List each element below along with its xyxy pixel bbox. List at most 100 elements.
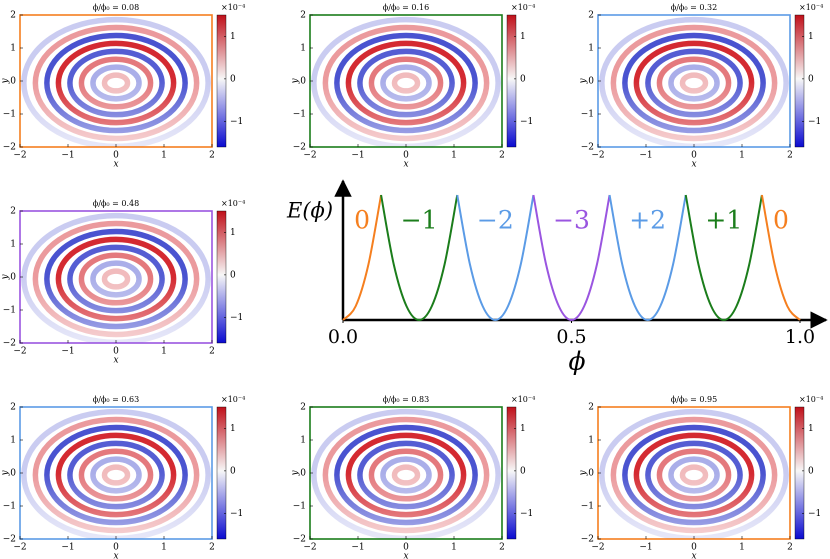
- heatmap-field: [598, 407, 790, 539]
- y-tick-label: −2: [3, 535, 16, 545]
- x-tick-label: 1.0: [785, 326, 815, 348]
- y-axis-label: y: [579, 78, 589, 85]
- x-axis-label: x: [113, 160, 118, 170]
- heatmap-fade: [20, 407, 212, 539]
- y-axis-label: y: [579, 470, 589, 477]
- panel-title: ϕ/ϕ₀ = 0.63: [93, 395, 139, 404]
- heatmap-field: [20, 407, 212, 539]
- x-tick-label: 2: [499, 543, 505, 553]
- heatmap-fade: [310, 407, 502, 539]
- colorbar: [506, 406, 517, 540]
- heatmap-field: [310, 407, 502, 539]
- y-axis-label: y: [1, 470, 11, 477]
- x-tick-label: 0: [113, 543, 119, 553]
- energy-branch: [608, 194, 687, 322]
- colorbar-tick-label: 0: [808, 74, 814, 84]
- energy-branch: [342, 194, 383, 321]
- branch-label: +2: [629, 206, 666, 235]
- y-tick-label: −1: [3, 502, 16, 512]
- heatmap-field: [310, 15, 502, 147]
- colorbar-tick-label: 0: [520, 466, 526, 476]
- y-tick-label: 2: [588, 11, 594, 21]
- y-axis-label: y: [291, 78, 301, 85]
- y-tick-label: −2: [3, 339, 16, 349]
- colorbar: [216, 14, 227, 148]
- x-tick-label: −1: [61, 151, 74, 161]
- x-tick-label: 0: [403, 151, 409, 161]
- x-tick-label: −2: [591, 151, 604, 161]
- colorbar: [794, 14, 805, 148]
- colorbar-tick-label: 1: [808, 424, 814, 434]
- energy-branch: [456, 194, 535, 322]
- y-tick-label: −2: [293, 535, 306, 545]
- branch-label: −1: [401, 206, 438, 235]
- x-tick-label: −1: [639, 543, 652, 553]
- panel-title: ϕ/ϕ₀ = 0.95: [671, 395, 717, 404]
- x-tick-label: 0.5: [556, 326, 586, 348]
- colorbar-multiplier: ×10⁻⁴: [511, 3, 535, 12]
- y-tick-label: 0: [300, 77, 306, 87]
- x-tick-label: −1: [639, 151, 652, 161]
- x-tick-label: −1: [351, 151, 364, 161]
- heatmap-fade: [20, 211, 212, 343]
- x-tick-label: 1: [739, 151, 745, 161]
- y-tick-label: 1: [10, 436, 16, 446]
- y-tick-label: 1: [300, 436, 306, 446]
- y-tick-label: 1: [588, 44, 594, 54]
- x-tick-label: 1: [161, 347, 167, 357]
- x-tick-label: 1: [161, 543, 167, 553]
- x-axis-label: x: [691, 552, 696, 559]
- x-tick-label: 2: [209, 347, 215, 357]
- heatmap-fade: [598, 407, 790, 539]
- y-tick-label: 0: [300, 469, 306, 479]
- y-axis-label: y: [291, 470, 301, 477]
- panel-title: ϕ/ϕ₀ = 0.16: [383, 3, 429, 12]
- energy-branch: [380, 194, 459, 322]
- x-tick-label: 2: [787, 151, 793, 161]
- heatmap-fade: [20, 15, 212, 147]
- colorbar-tick-label: −1: [808, 117, 821, 127]
- heatmap-field: [598, 15, 790, 147]
- colorbar-multiplier: ×10⁻⁴: [799, 395, 823, 404]
- y-tick-label: 0: [588, 469, 594, 479]
- x-tick-label: 1: [739, 543, 745, 553]
- x-tick-label: 0: [691, 151, 697, 161]
- heatmap-fade: [310, 15, 502, 147]
- colorbar-tick-label: 1: [230, 424, 236, 434]
- colorbar-tick-label: −1: [808, 509, 821, 519]
- y-tick-label: 0: [10, 469, 16, 479]
- y-tick-label: 2: [10, 403, 16, 413]
- panel-title: ϕ/ϕ₀ = 0.48: [93, 199, 139, 208]
- y-tick-label: −1: [581, 110, 594, 120]
- colorbar: [216, 406, 227, 540]
- x-tick-label: −2: [591, 543, 604, 553]
- x-tick-label: 2: [787, 543, 793, 553]
- y-tick-label: 2: [10, 11, 16, 21]
- colorbar-tick-label: 0: [230, 270, 236, 280]
- x-tick-label: 2: [209, 543, 215, 553]
- x-tick-label: 0: [403, 543, 409, 553]
- colorbar-tick-label: −1: [520, 117, 533, 127]
- colorbar-multiplier: ×10⁻⁴: [511, 395, 535, 404]
- panel-title: ϕ/ϕ₀ = 0.08: [93, 3, 139, 12]
- colorbar-multiplier: ×10⁻⁴: [221, 395, 245, 404]
- x-tick-label: 0: [113, 347, 119, 357]
- colorbar-tick-label: 1: [230, 228, 236, 238]
- y-axis-label: E(ϕ): [286, 199, 333, 223]
- panel-title: ϕ/ϕ₀ = 0.83: [383, 395, 429, 404]
- colorbar-tick-label: 1: [230, 32, 236, 42]
- y-tick-label: 2: [10, 207, 16, 217]
- y-tick-label: −2: [3, 143, 16, 153]
- colorbar-tick-label: 0: [230, 466, 236, 476]
- x-tick-label: −2: [13, 543, 26, 553]
- y-tick-label: 2: [300, 11, 306, 21]
- x-axis-label: x: [403, 160, 408, 170]
- colorbar-multiplier: ×10⁻⁴: [799, 3, 823, 12]
- colorbar-tick-label: 0: [520, 74, 526, 84]
- energy-branch: [760, 194, 801, 321]
- heatmap-fade: [598, 15, 790, 147]
- y-tick-label: −1: [293, 110, 306, 120]
- y-tick-label: −2: [581, 143, 594, 153]
- x-tick-label: −2: [13, 347, 26, 357]
- colorbar-tick-label: −1: [520, 509, 533, 519]
